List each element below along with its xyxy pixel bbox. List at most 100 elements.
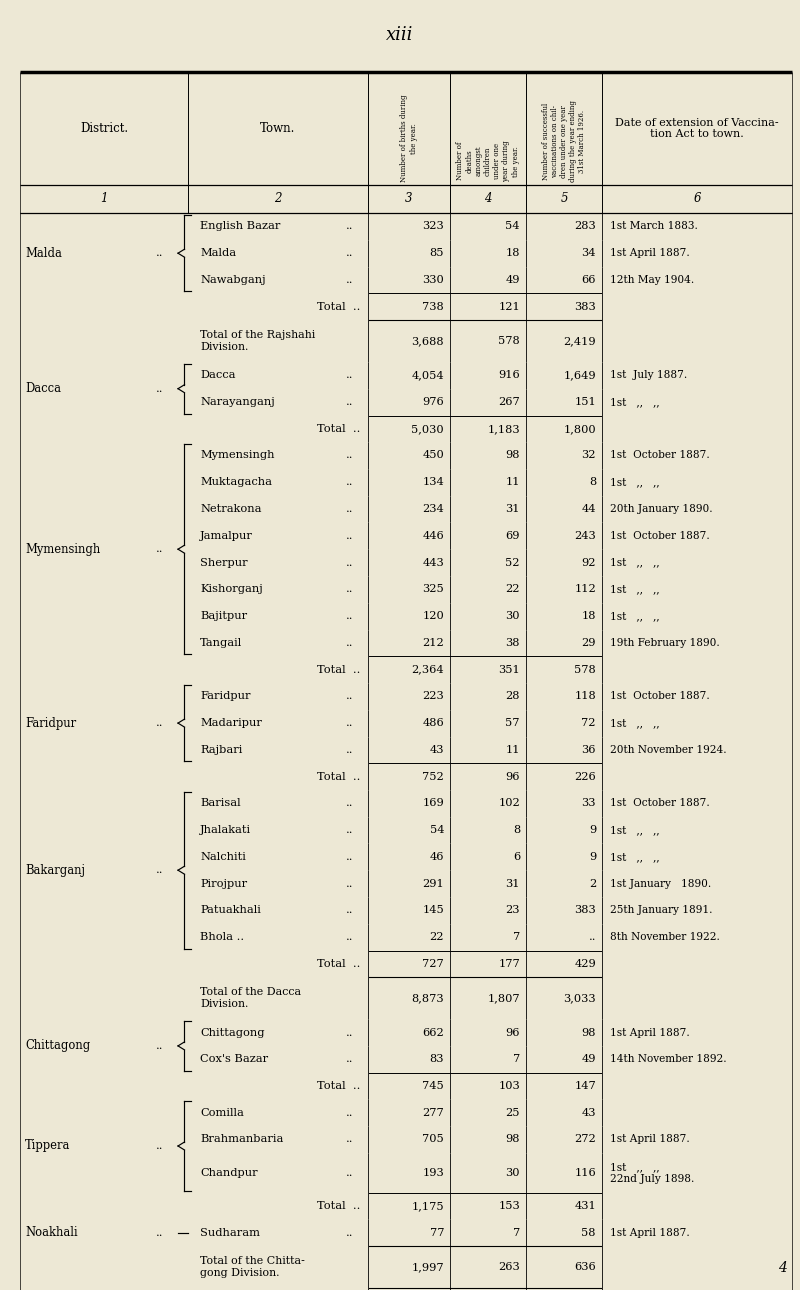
Text: 727: 727 [422, 958, 444, 969]
Text: Dacca: Dacca [200, 370, 235, 381]
Text: 1st April 1887.: 1st April 1887. [610, 248, 690, 258]
Text: Pirojpur: Pirojpur [200, 878, 247, 889]
Text: 2: 2 [589, 878, 596, 889]
Text: 1,807: 1,807 [487, 993, 520, 1004]
Text: 34: 34 [582, 248, 596, 258]
Text: 120: 120 [422, 611, 444, 622]
Text: 7: 7 [513, 1228, 520, 1237]
Text: 57: 57 [506, 719, 520, 728]
Text: ..: .. [156, 248, 163, 258]
Text: 446: 446 [422, 530, 444, 541]
Text: 8,873: 8,873 [411, 993, 444, 1004]
Text: 72: 72 [582, 719, 596, 728]
Text: ..: .. [346, 933, 354, 942]
Text: Chittagong: Chittagong [200, 1028, 265, 1037]
Text: ..: .. [346, 1028, 354, 1037]
Text: 578: 578 [574, 664, 596, 675]
Text: 112: 112 [574, 584, 596, 595]
Text: 25: 25 [506, 1108, 520, 1117]
Text: 83: 83 [430, 1054, 444, 1064]
Text: 12th May 1904.: 12th May 1904. [610, 275, 694, 285]
Text: ..: .. [346, 477, 354, 488]
Text: 28: 28 [506, 691, 520, 702]
Text: 383: 383 [574, 906, 596, 916]
Text: Faridpur: Faridpur [200, 691, 250, 702]
Text: Jhalakati: Jhalakati [200, 826, 251, 835]
Text: ..: .. [156, 719, 163, 728]
Text: xiii: xiii [386, 26, 414, 44]
Text: Kishorganj: Kishorganj [200, 584, 262, 595]
Text: 46: 46 [430, 851, 444, 862]
Text: 44: 44 [582, 504, 596, 513]
Text: 662: 662 [422, 1028, 444, 1037]
Text: 752: 752 [422, 771, 444, 782]
Text: 263: 263 [498, 1262, 520, 1272]
Text: 121: 121 [498, 302, 520, 312]
Text: 351: 351 [498, 664, 520, 675]
Text: Madaripur: Madaripur [200, 719, 262, 728]
Text: 69: 69 [506, 530, 520, 541]
Text: ..: .. [346, 1054, 354, 1064]
Text: Malda: Malda [200, 248, 236, 258]
Text: 92: 92 [582, 557, 596, 568]
Text: Chittagong: Chittagong [25, 1040, 90, 1053]
Text: 4,054: 4,054 [411, 370, 444, 381]
Text: 30: 30 [506, 611, 520, 622]
Text: 429: 429 [574, 958, 596, 969]
Text: 6: 6 [513, 851, 520, 862]
Text: Chandpur: Chandpur [200, 1167, 258, 1178]
Text: 85: 85 [430, 248, 444, 258]
Text: 443: 443 [422, 557, 444, 568]
Text: Tippera: Tippera [25, 1139, 70, 1152]
Text: ..: .. [156, 1041, 163, 1051]
Text: ..: .. [346, 744, 354, 755]
Text: ..: .. [346, 1228, 354, 1237]
Text: 1,183: 1,183 [487, 423, 520, 433]
Text: 20th November 1924.: 20th November 1924. [610, 744, 726, 755]
Text: ..: .. [346, 611, 354, 622]
Text: 14th November 1892.: 14th November 1892. [610, 1054, 726, 1064]
Text: 738: 738 [422, 302, 444, 312]
Text: ..: .. [346, 397, 354, 408]
Text: Narayanganj: Narayanganj [200, 397, 274, 408]
Text: Total of the Chitta-
gong Division.: Total of the Chitta- gong Division. [200, 1256, 305, 1278]
Text: Bajitpur: Bajitpur [200, 611, 247, 622]
Text: 98: 98 [582, 1028, 596, 1037]
Text: 177: 177 [498, 958, 520, 969]
Text: 66: 66 [582, 275, 596, 285]
Text: 43: 43 [582, 1108, 596, 1117]
Text: 1st   ,,   ,,: 1st ,, ,, [610, 557, 660, 568]
Text: Cox's Bazar: Cox's Bazar [200, 1054, 268, 1064]
Text: 23: 23 [506, 906, 520, 916]
Text: 1st April 1887.: 1st April 1887. [610, 1134, 690, 1144]
Text: Total of the Dacca
Division.: Total of the Dacca Division. [200, 987, 301, 1009]
Text: 1st  October 1887.: 1st October 1887. [610, 691, 710, 702]
Text: 486: 486 [422, 719, 444, 728]
Text: 9: 9 [589, 826, 596, 835]
Text: 49: 49 [506, 275, 520, 285]
Text: Total  ..: Total .. [317, 1201, 360, 1211]
Text: 705: 705 [422, 1134, 444, 1144]
Text: Total  ..: Total .. [317, 423, 360, 433]
Text: Total  ..: Total .. [317, 771, 360, 782]
Text: Nawabganj: Nawabganj [200, 275, 266, 285]
Text: 1,649: 1,649 [563, 370, 596, 381]
Text: 145: 145 [422, 906, 444, 916]
Text: 30: 30 [506, 1167, 520, 1178]
Text: 226: 226 [574, 771, 596, 782]
Text: 58: 58 [582, 1228, 596, 1237]
Text: 98: 98 [506, 450, 520, 461]
Text: 54: 54 [430, 826, 444, 835]
Text: 283: 283 [574, 222, 596, 231]
Text: 52: 52 [506, 557, 520, 568]
Text: 1st March 1883.: 1st March 1883. [610, 222, 698, 231]
Text: 96: 96 [506, 771, 520, 782]
Text: Date of extension of Vaccina-
tion Act to town.: Date of extension of Vaccina- tion Act t… [615, 117, 779, 139]
Text: 134: 134 [422, 477, 444, 488]
Text: Tangail: Tangail [200, 639, 242, 648]
Text: 20th January 1890.: 20th January 1890. [610, 504, 713, 513]
Text: ..: .. [346, 826, 354, 835]
Text: Number of births during
the year.: Number of births during the year. [400, 94, 418, 182]
Text: 272: 272 [574, 1134, 596, 1144]
Text: 153: 153 [498, 1201, 520, 1211]
